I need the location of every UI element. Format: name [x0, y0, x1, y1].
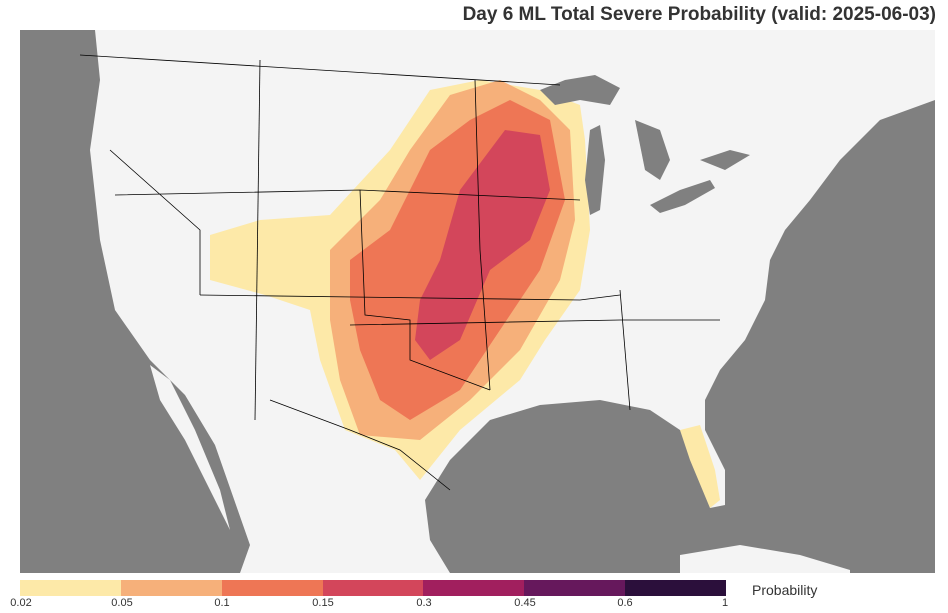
- colorbar-tick: 0.6: [617, 597, 633, 609]
- colorbar-bin-7: [625, 580, 727, 596]
- colorbar-tick: 1: [721, 597, 729, 609]
- colorbar-tick: 0.1: [214, 597, 230, 609]
- state-borders: [79, 54, 720, 491]
- prob-0.15-region: [415, 130, 550, 360]
- probability-map: [20, 30, 935, 573]
- colorbar-label: Probability: [752, 582, 818, 598]
- colorbar-bin-3: [221, 580, 323, 596]
- colorbar-bin-1: [20, 580, 121, 596]
- colorbar-tick: 0.02: [10, 597, 32, 609]
- lake-ontario: [700, 150, 750, 170]
- lake-michigan: [585, 125, 605, 215]
- colorbar-tick: 0.05: [111, 597, 133, 609]
- colorbar-bin-6: [524, 580, 626, 596]
- colorbar: [20, 580, 727, 596]
- atlantic-gulf: [425, 100, 935, 573]
- lake-superior: [540, 75, 620, 105]
- prob-0.02-region-florida: [680, 425, 720, 508]
- lake-huron: [635, 120, 670, 180]
- colorbar-bin-2: [120, 580, 222, 596]
- map-title: Day 6 ML Total Severe Probability (valid…: [462, 4, 936, 25]
- lake-erie: [650, 180, 715, 213]
- colorbar-tick: 0.3: [416, 597, 432, 609]
- colorbar-bin-4: [322, 580, 424, 596]
- cuba: [680, 545, 850, 573]
- baja-peninsula: [150, 365, 230, 530]
- colorbar-tick: 0.45: [514, 597, 536, 609]
- colorbar-bin-5: [423, 580, 525, 596]
- colorbar-tick: 0.15: [312, 597, 334, 609]
